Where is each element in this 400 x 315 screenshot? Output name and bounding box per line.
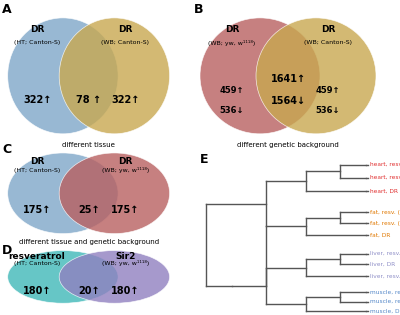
Ellipse shape [59, 153, 170, 234]
Text: 459↑: 459↑ [220, 86, 244, 95]
Text: liver, resv. (high): liver, resv. (high) [370, 251, 400, 256]
Ellipse shape [8, 153, 118, 234]
Text: different genetic background: different genetic background [237, 142, 339, 148]
Text: DR: DR [118, 157, 133, 165]
Text: heart, DR: heart, DR [370, 189, 398, 194]
Ellipse shape [256, 18, 376, 134]
Ellipse shape [8, 250, 118, 303]
Text: fat, resv. (low): fat, resv. (low) [370, 210, 400, 215]
Text: 180↑: 180↑ [23, 286, 51, 296]
Text: 322↑: 322↑ [111, 95, 140, 106]
Ellipse shape [200, 18, 320, 134]
Text: fat, DR: fat, DR [370, 232, 390, 238]
Text: 1564↓: 1564↓ [270, 95, 306, 106]
Text: resveratrol: resveratrol [9, 252, 66, 261]
Text: DR: DR [225, 25, 239, 34]
Text: 25↑: 25↑ [78, 205, 100, 215]
Text: liver, resv. (low): liver, resv. (low) [370, 274, 400, 279]
Text: B: B [194, 3, 204, 16]
Text: 78 ↑: 78 ↑ [76, 95, 101, 106]
Text: muscle, DR: muscle, DR [370, 308, 400, 313]
Text: Sir2: Sir2 [115, 252, 136, 261]
Text: 322↑: 322↑ [23, 95, 51, 106]
Text: heart, resv. (high): heart, resv. (high) [370, 175, 400, 180]
Text: 175↑: 175↑ [23, 205, 51, 215]
Text: 1641↑: 1641↑ [270, 74, 306, 84]
Text: E: E [200, 153, 208, 166]
Text: DR: DR [118, 25, 133, 34]
Text: DR: DR [30, 157, 44, 165]
Text: (WB; yw, w¹¹¹⁸): (WB; yw, w¹¹¹⁸) [102, 260, 149, 266]
Text: D: D [2, 244, 12, 257]
Text: A: A [2, 3, 12, 16]
Text: (WB; yw, w¹¹¹⁸): (WB; yw, w¹¹¹⁸) [208, 39, 256, 46]
Text: different tissue and genetic background: different tissue and genetic background [18, 239, 159, 245]
Text: fat, resv. (high): fat, resv. (high) [370, 220, 400, 226]
Text: muscle, resv. (high): muscle, resv. (high) [370, 299, 400, 304]
Text: (HT; Canton-S): (HT; Canton-S) [14, 168, 60, 173]
Text: DR: DR [30, 25, 44, 34]
Text: DR: DR [321, 25, 335, 34]
Text: 536↓: 536↓ [316, 106, 340, 115]
Text: (HT; Canton-S): (HT; Canton-S) [14, 40, 60, 45]
Text: 536↓: 536↓ [220, 106, 244, 115]
Ellipse shape [8, 18, 118, 134]
Text: (WB; Canton-S): (WB; Canton-S) [102, 40, 150, 45]
Text: C: C [2, 143, 11, 156]
Text: (HT; Canton-S): (HT; Canton-S) [14, 261, 60, 266]
Text: muscle, resv. (low): muscle, resv. (low) [370, 290, 400, 295]
Text: different tissue: different tissue [62, 142, 115, 148]
Text: (WB; yw, w¹¹¹⁸): (WB; yw, w¹¹¹⁸) [102, 167, 149, 173]
Text: 459↑: 459↑ [316, 86, 340, 95]
Text: 20↑: 20↑ [78, 286, 100, 296]
Text: 175↑: 175↑ [111, 205, 140, 215]
Text: (WB; Canton-S): (WB; Canton-S) [304, 40, 352, 45]
Text: 180↑: 180↑ [111, 286, 140, 296]
Text: liver, DR: liver, DR [370, 262, 395, 267]
Text: heart, resv. (low): heart, resv. (low) [370, 162, 400, 167]
Ellipse shape [59, 18, 170, 134]
Ellipse shape [59, 250, 170, 303]
